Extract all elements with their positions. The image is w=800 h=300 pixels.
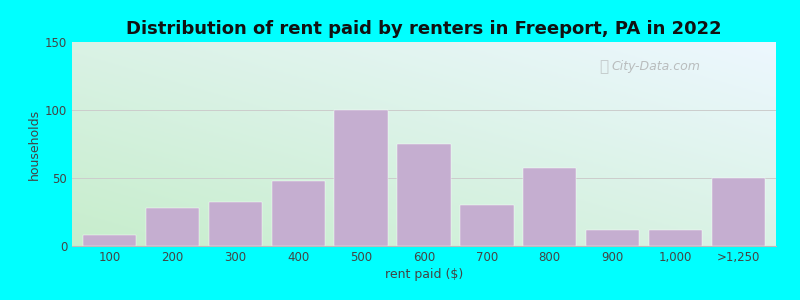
Bar — [146, 208, 199, 246]
Text: ⦿: ⦿ — [599, 59, 608, 74]
X-axis label: rent paid ($): rent paid ($) — [385, 268, 463, 281]
Bar — [586, 230, 639, 246]
Bar — [711, 178, 765, 246]
Bar — [271, 181, 325, 246]
Bar — [334, 110, 388, 246]
Text: City-Data.com: City-Data.com — [612, 60, 701, 73]
Bar — [649, 230, 702, 246]
Bar — [398, 144, 450, 246]
Bar — [83, 235, 137, 246]
Bar — [209, 202, 262, 246]
Bar — [523, 169, 577, 246]
Bar — [460, 205, 514, 246]
Title: Distribution of rent paid by renters in Freeport, PA in 2022: Distribution of rent paid by renters in … — [126, 20, 722, 38]
Y-axis label: households: households — [28, 108, 41, 180]
